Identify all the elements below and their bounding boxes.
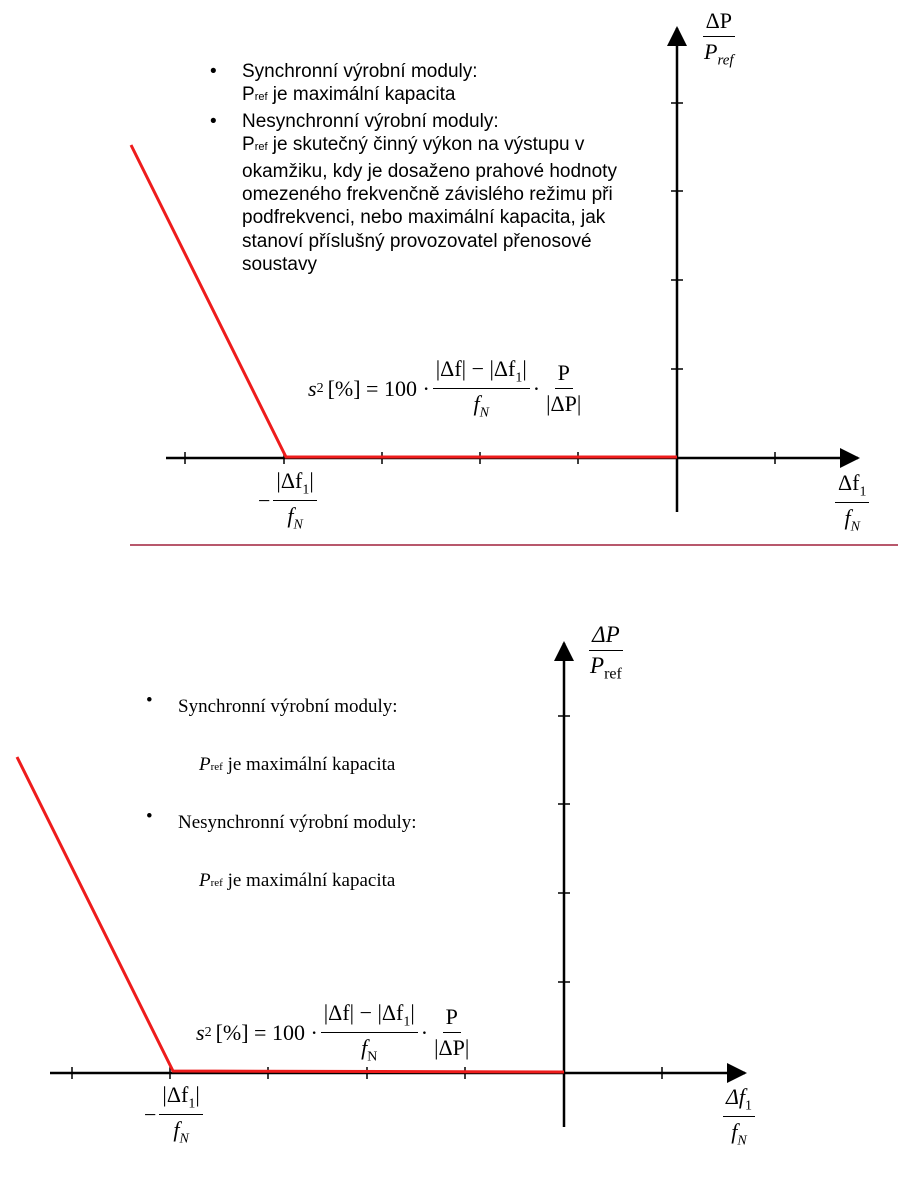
formula-den1-sub: N [479,405,489,421]
bottom-bullet-synchronous-title: Synchronní výrobní moduly: [178,696,398,717]
formula-num1-end: | [522,356,527,381]
x-label-num-sub: 1 [859,484,867,500]
bottom-bullet-nonsynchronous: Nesynchronní výrobní moduly: Pref je max… [142,806,522,898]
y-label-den-sub: ref [604,665,622,683]
formula-frac-2: P |ΔP| [431,1004,472,1061]
y-label-den: P [704,39,718,64]
p-ref-subscript: ref [254,91,268,104]
top-x-axis-label: Δf1 fN [832,470,872,536]
top-droop-formula: s 2 [%] = 100 · |Δf| − |Δf1| fN · P |ΔP| [308,356,587,422]
bottom-bullet-nonsynchronous-title: Nesynchronní výrobní moduly: [178,812,417,833]
knee-minus: − [258,487,271,513]
bottom-bullet-nonsynchronous-detail: je maximální kapacita [222,870,396,891]
top-bullet-nonsynchronous-title: Nesynchronní výrobní moduly: [242,110,499,132]
x-label-den-sub: N [737,1133,747,1149]
p-ref-symbol: P [242,84,255,106]
bottom-y-axis-label: ΔP Pref [584,622,628,684]
knee-num-end: | [195,1082,200,1107]
top-bullet-synchronous-title: Synchronní výrobní moduly: [242,61,478,82]
top-bullet-list: Synchronní výrobní moduly: Pref je maxim… [206,60,666,277]
bottom-y-ticks [558,715,570,983]
formula-num2: P [554,360,573,390]
top-knee-label: − |Δf1| fN [258,468,320,534]
bottom-bullet-synchronous: Synchronní výrobní moduly: Pref je maxim… [142,690,522,782]
formula-num1-end: | [410,1000,415,1025]
formula-frac-1: |Δf| − |Δf1| fN [320,1000,418,1066]
knee-num: |Δf [276,468,303,493]
knee-den-sub: N [179,1131,189,1147]
p-ref-symbol: P [199,870,211,891]
bottom-bullet-list: Synchronní výrobní moduly: Pref je maxim… [142,690,522,898]
top-bullet-nonsynchronous: Nesynchronní výrobní moduly: Pref je sku… [206,110,666,277]
y-label-den-sub: ref [717,52,734,69]
formula-den1-sub: N [367,1049,378,1065]
formula-num1: |Δf| − |Δf [435,356,516,381]
top-bullet-nonsynchronous-detail: je skutečný činný výkon na výstupu v oka… [242,134,617,276]
knee-den: f [287,503,294,529]
knee-minus: − [144,1101,157,1127]
bottom-x-axis-label: Δf1 fN [720,1084,758,1150]
formula-num1: |Δf| − |Δf [323,1000,404,1025]
formula-dot: · [420,1019,429,1045]
formula-den2: |ΔP| [434,1035,470,1061]
formula-den1: f [473,391,480,417]
bottom-knee-label: − |Δf1| fN [144,1082,206,1148]
top-y-ticks [671,102,683,370]
formula-frac-1: |Δf| − |Δf1| fN [432,356,530,422]
knee-den: f [173,1117,180,1143]
top-droop-curve [129,144,677,459]
formula-lhs-sub: 2 [316,380,324,396]
formula-frac-2: P |ΔP| [543,360,584,417]
formula-lhs-rest: [%] = 100 · [327,375,430,401]
formula-num1-sub: 1 [403,1014,411,1030]
x-label-num: Δf [838,470,860,495]
p-ref-subscript: ref [254,141,268,154]
formula-num1-sub: 1 [515,370,523,386]
x-label-den: f [731,1119,738,1145]
bottom-diagram [15,641,747,1127]
formula-dot: · [532,375,541,401]
knee-num: |Δf [162,1082,189,1107]
knee-num-sub: 1 [302,482,310,498]
y-label-den: P [590,653,605,678]
formula-lhs: s [196,1019,205,1045]
bottom-bullet-synchronous-detail: je maximální kapacita [222,754,396,775]
bottom-droop-formula: s 2 [%] = 100 · |Δf| − |Δf1| fN · P |ΔP| [196,1000,475,1066]
formula-num2: P [442,1004,461,1034]
top-bullet-synchronous: Synchronní výrobní moduly: Pref je maxim… [206,60,666,110]
top-y-axis-label: ΔP Pref [698,8,740,69]
top-diagram [129,26,898,546]
x-label-num-sub: 1 [745,1098,753,1114]
p-ref-symbol: P [242,134,255,156]
y-label-num: ΔP [592,622,620,647]
x-label-den: f [844,505,851,531]
top-bullet-synchronous-detail: je maximální kapacita [267,84,456,106]
bottom-droop-curve [15,756,565,1074]
knee-num-sub: 1 [188,1096,196,1112]
formula-lhs-rest: [%] = 100 · [215,1019,318,1045]
p-ref-subscript: ref [210,877,223,889]
p-ref-subscript: ref [210,761,223,773]
formula-lhs: s [308,375,317,401]
p-ref-symbol: P [199,754,211,775]
knee-den-sub: N [293,517,303,533]
y-label-num: ΔP [702,8,735,37]
x-label-den-sub: N [850,519,860,535]
x-label-num: Δf [726,1084,746,1109]
formula-lhs-sub: 2 [204,1024,212,1040]
knee-num-end: | [309,468,314,493]
formula-den2: |ΔP| [546,391,582,417]
formula-den1: f [361,1035,368,1061]
